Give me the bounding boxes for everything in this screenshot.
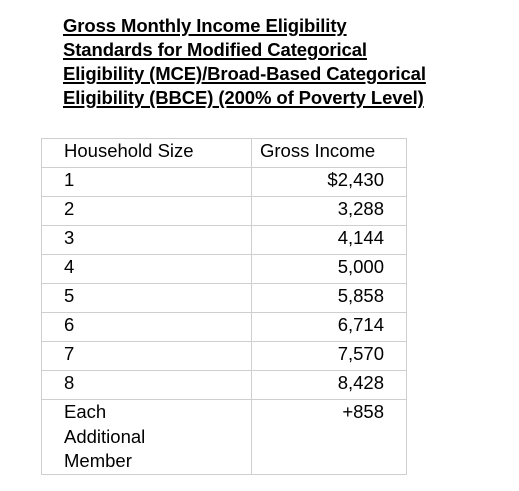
household-size-cell: 8 (41, 370, 252, 400)
title-line: Gross Monthly Income Eligibility (63, 15, 347, 36)
household-size-cell: 2 (41, 196, 252, 226)
table-header-row: Household Size Gross Income (41, 138, 407, 168)
additional-member-row: Each Additional Member +858 (41, 399, 407, 475)
additional-member-income: +858 (251, 399, 407, 475)
household-size-header: Household Size (41, 138, 252, 168)
title-line: Eligibility (BBCE) (200% of Poverty Leve… (63, 87, 424, 108)
table-row: 1 $2,430 (41, 167, 407, 197)
gross-income-cell: 5,858 (251, 283, 407, 313)
table-row: 7 7,570 (41, 341, 407, 371)
table-row: 8 8,428 (41, 370, 407, 400)
gross-income-cell: 3,288 (251, 196, 407, 226)
household-size-cell: 1 (41, 167, 252, 197)
title-line: Standards for Modified Categorical (63, 39, 367, 60)
title-line: Eligibility (MCE)/Broad-Based Categorica… (63, 63, 426, 84)
table-row: 4 5,000 (41, 254, 407, 284)
table-row: 6 6,714 (41, 312, 407, 342)
gross-income-cell: 8,428 (251, 370, 407, 400)
income-eligibility-table: Household Size Gross Income 1 $2,430 2 3… (41, 138, 407, 475)
household-size-cell: 6 (41, 312, 252, 342)
gross-income-cell: 5,000 (251, 254, 407, 284)
gross-income-cell: $2,430 (251, 167, 407, 197)
household-size-cell: 4 (41, 254, 252, 284)
gross-income-cell: 4,144 (251, 225, 407, 255)
table-row: 5 5,858 (41, 283, 407, 313)
household-size-cell: 5 (41, 283, 252, 313)
gross-income-header: Gross Income (251, 138, 407, 168)
additional-member-label: Each Additional Member (41, 399, 252, 475)
table-row: 3 4,144 (41, 225, 407, 255)
additional-member-label-line: Additional (64, 425, 146, 447)
household-size-cell: 7 (41, 341, 252, 371)
household-size-cell: 3 (41, 225, 252, 255)
table-row: 2 3,288 (41, 196, 407, 226)
gross-income-cell: 6,714 (251, 312, 407, 342)
document-title: Gross Monthly Income Eligibility Standar… (63, 14, 503, 110)
gross-income-cell: 7,570 (251, 341, 407, 371)
additional-member-label-line: Member (64, 450, 132, 471)
additional-member-label-line: Each (64, 401, 107, 422)
